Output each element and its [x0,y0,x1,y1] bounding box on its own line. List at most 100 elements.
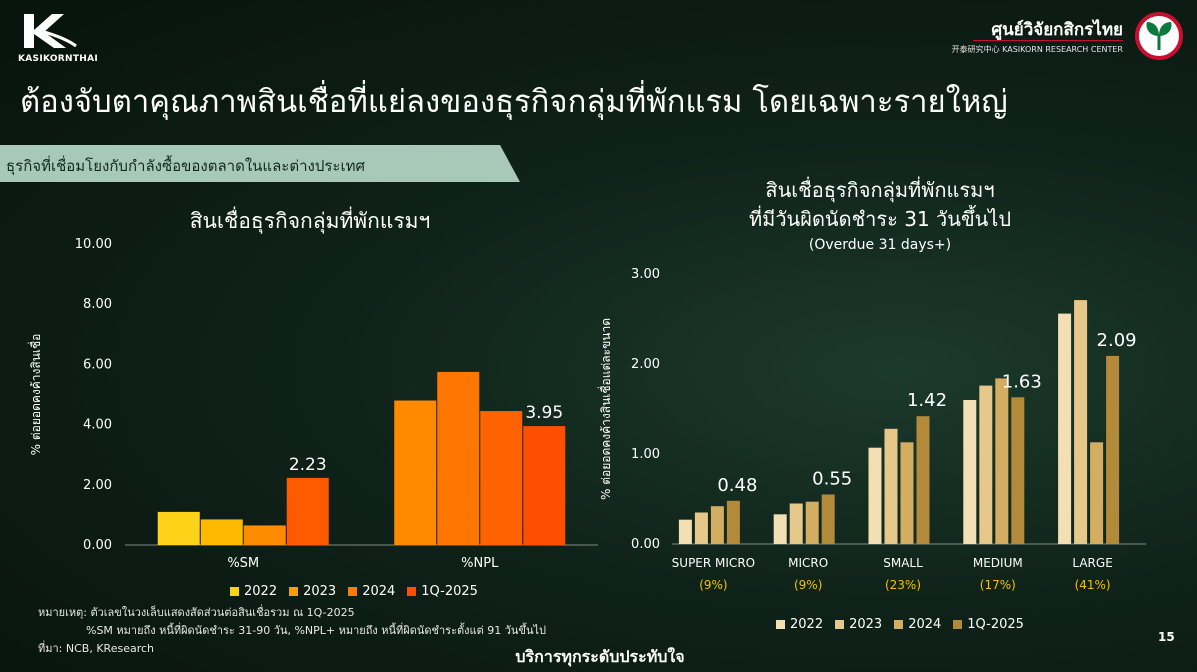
y-tick-label: 4.00 [83,418,112,433]
right-bar-chart: 0.00 1.00 2.00 3.00 % ต่อยอดคงค้างสินเชื่อแต… [597,267,1146,592]
y-axis-label: % ต่อยอดคงค้างสินเชื่อแต่ละขนาด [597,318,613,500]
right-chart-note: (Overdue 31 days+) [808,237,952,253]
legend-swatch [407,587,417,596]
bar-micro-1q-2025 [821,494,835,544]
bar-sm-1q-2025 [286,477,329,545]
bar-micro-2022 [773,514,787,544]
legend-label: 1Q-2025 [967,617,1024,632]
bar-npl-1q-2025 [523,426,566,545]
data-label: 0.48 [717,475,757,496]
y-tick-label: 2.00 [83,478,112,493]
footnote-1: หมายเหตุ: ตัวเลขในวงเล็บแสดงสัดส่วนต่อสิ… [38,606,355,619]
data-label: 1.42 [907,390,947,411]
right-chart-legend: 2022 2023 2024 1Q-2025 [776,617,1024,632]
footnote-2: %SM หมายถึง หนี้ที่ผิดนัดชำระ 31-90 วัน,… [86,624,546,637]
x-tick-label: MICRO [788,556,828,570]
y-tick-label: 6.00 [83,357,112,372]
y-tick-label: 3.00 [631,267,660,282]
bar-npl-2022 [394,400,437,545]
legend-item: 2024 [894,617,941,632]
legend-item: 2022 [776,617,823,632]
kasikorn-logo: KASIKORNTHAI [18,10,98,66]
banner-shape [0,145,520,182]
category-share-label: (23%) [885,578,921,592]
y-tick-label: 0.00 [631,537,660,552]
bar-npl-2024 [480,411,523,545]
legend-swatch [348,587,358,596]
legend-item: 2023 [289,584,336,599]
bar-super-micro-2024 [710,506,724,544]
data-label: 1.63 [1002,371,1042,392]
x-tick-label: SUPER MICRO [672,556,755,570]
left-bar-chart: 0.00 2.00 4.00 6.00 8.00 10.00 % ต่อยอดคงค้างส… [27,237,598,571]
bar-sm-2023 [200,519,243,545]
right-chart-subtitle: ที่มีวันผิดนัดชำระ 31 วันขึ้นไป [748,207,1012,231]
section-banner: ธุรกิจที่เชื่อมโยงกับกำลังซื้อของตลาดในแ… [0,145,520,182]
bar-micro-2023 [789,503,803,544]
x-tick-label: %NPL [461,556,499,571]
banner-text: ธุรกิจที่เชื่อมโยงกับกำลังซื้อของตลาดในแ… [6,157,365,175]
right-chart-title: สินเชื่อธุรกิจกลุ่มที่พักแรมฯ [765,178,995,202]
x-tick-label: MEDIUM [973,556,1023,570]
data-label: 0.55 [812,469,852,490]
kresearch-logo: ศูนย์วิจัยกสิกรไทย 开泰研究中心 KASIKORN RESEA… [951,12,1185,60]
source-note: ที่มา: NCB, KResearch [38,642,154,655]
bar-super-micro-1q-2025 [726,500,740,544]
data-label: 3.95 [525,403,563,423]
brand-divider [973,40,1123,41]
bar-medium-1q-2025 [1011,397,1025,544]
legend-item: 1Q-2025 [953,617,1024,632]
legend-swatch [776,620,785,629]
category-share-label: (17%) [980,578,1016,592]
legend-label: 2024 [362,584,396,599]
legend-label: 2023 [849,617,883,632]
category-share-label: (9%) [699,578,727,592]
legend-swatch [835,620,845,629]
bar-small-2024 [900,442,914,544]
bar-super-micro-2023 [694,512,708,544]
left-chart-title: สินเชื่อธุรกิจกลุ่มที่พักแรมฯ [189,209,431,233]
legend-swatch [289,587,299,596]
bar-medium-2024 [995,378,1009,544]
data-label: 2.09 [1097,330,1137,351]
page-title: ต้องจับตาคุณภาพสินเชื่อที่แย่ลงของธุรกิจ… [20,84,1008,120]
bar-small-2023 [884,428,898,544]
bar-npl-2023 [437,371,480,545]
legend-item: 2024 [348,584,395,599]
legend-label: 2022 [790,617,824,632]
bar-large-2023 [1074,300,1088,544]
brand-right-name: ศูนย์วิจัยกสิกรไทย [991,20,1123,40]
brand-left-text: KASIKORNTHAI [18,54,99,64]
bar-large-1q-2025 [1106,355,1120,544]
legend-swatch [894,620,904,629]
legend-label: 2023 [303,584,337,599]
legend-item: 1Q-2025 [407,584,478,599]
y-tick-label: 10.00 [75,237,112,252]
data-label: 2.23 [289,455,327,475]
x-tick-label: %SM [227,556,259,571]
legend-label: 2022 [244,584,278,599]
y-tick-label: 2.00 [631,357,660,372]
x-tick-label: SMALL [883,556,923,570]
legend-item: 2023 [835,617,882,632]
bar-micro-2024 [805,501,819,544]
bar-small-2022 [868,447,882,544]
left-chart-legend: 2022 2023 2024 1Q-2025 [230,584,478,599]
bar-large-2024 [1090,442,1104,544]
kasikorn-k-icon [24,14,77,48]
bar-medium-2022 [963,400,977,544]
legend-item: 2022 [230,584,277,599]
tagline: บริการทุกระดับประทับใจ [515,647,685,666]
legend-swatch [230,587,239,596]
y-axis-label: % ต่อยอดคงค้างสินเชื่อ [27,334,43,456]
bar-sm-2022 [157,511,200,545]
y-tick-label: 8.00 [83,297,112,312]
bar-super-micro-2022 [678,519,692,544]
bar-sm-2024 [243,525,286,545]
brand-right-sub: 开泰研究中心 KASIKORN RESEARCH CENTER [951,45,1123,54]
category-share-label: (41%) [1075,578,1111,592]
bar-medium-2023 [979,385,993,544]
legend-label: 2024 [908,617,942,632]
kbank-leaf-icon [1135,12,1183,60]
y-tick-label: 1.00 [631,447,660,462]
